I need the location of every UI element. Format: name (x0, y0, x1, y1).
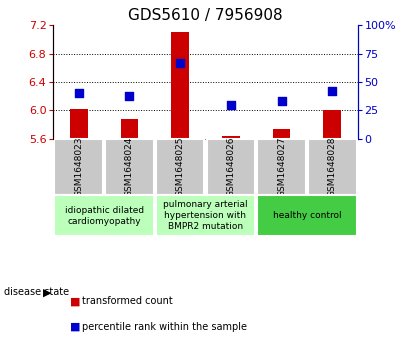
Point (177, 60, 183, 66)
Bar (308, 139, 357, 195)
Bar (70, 109, 88, 139)
Bar (323, 110, 341, 139)
Bar (54, 195, 154, 236)
Point (329, 88, 335, 94)
Text: pulmonary arterial
hypertension with
BMPR2 mutation: pulmonary arterial hypertension with BMP… (163, 200, 248, 231)
Text: percentile rank within the sample: percentile rank within the sample (82, 322, 247, 332)
Bar (105, 139, 154, 195)
Bar (156, 139, 205, 195)
Bar (120, 119, 139, 139)
Text: ▶: ▶ (43, 287, 51, 297)
Bar (54, 139, 103, 195)
Text: ■: ■ (70, 296, 81, 306)
Point (126, 93, 133, 98)
Text: idiopathic dilated
cardiomyopathy: idiopathic dilated cardiomyopathy (65, 205, 144, 226)
Text: GSM1648027: GSM1648027 (277, 136, 286, 197)
Bar (257, 139, 306, 195)
Text: GSM1648026: GSM1648026 (226, 136, 236, 197)
Bar (171, 32, 189, 139)
Point (278, 98, 285, 104)
Text: GSM1648023: GSM1648023 (74, 136, 83, 197)
Text: disease state: disease state (4, 287, 69, 297)
Title: GDS5610 / 7956908: GDS5610 / 7956908 (128, 8, 283, 23)
Bar (156, 195, 255, 236)
Text: healthy control: healthy control (272, 211, 341, 220)
Bar (206, 139, 255, 195)
Text: transformed count: transformed count (82, 296, 173, 306)
Bar (222, 136, 240, 139)
Text: GSM1648024: GSM1648024 (125, 137, 134, 197)
Point (76, 90, 82, 96)
Text: ■: ■ (70, 322, 81, 332)
Bar (272, 129, 291, 139)
Text: GSM1648028: GSM1648028 (328, 136, 337, 197)
Bar (257, 195, 357, 236)
Point (228, 102, 234, 107)
Text: GSM1648025: GSM1648025 (175, 136, 185, 197)
